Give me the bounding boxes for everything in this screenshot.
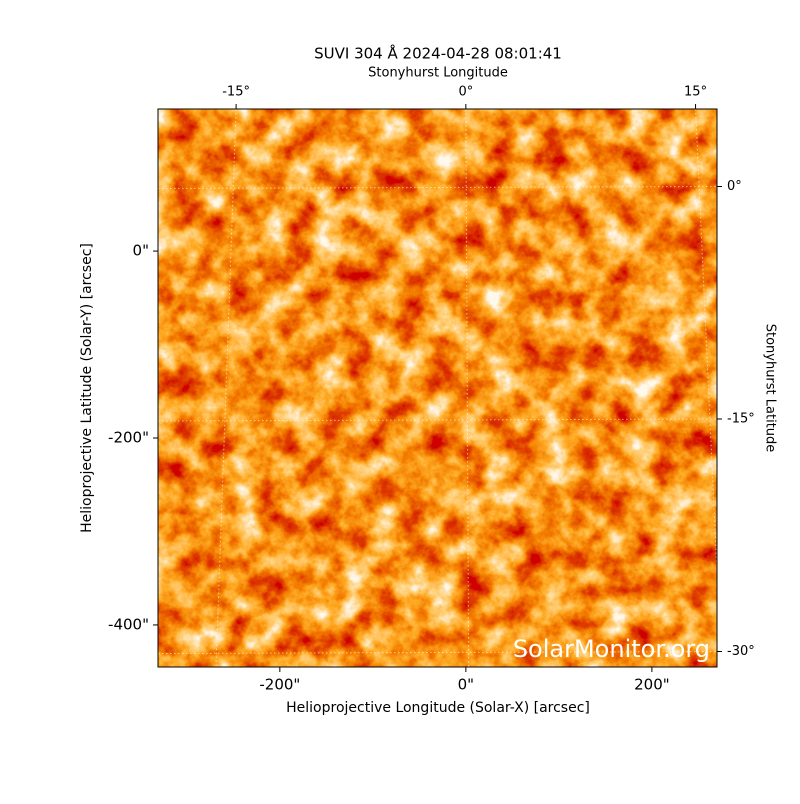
grid-line (157, 651, 718, 654)
y-tick-label: 0" (133, 242, 149, 260)
watermark: SolarMonitor.org (513, 635, 710, 663)
chart-title: SUVI 304 Å 2024-04-28 08:01:41 (314, 44, 562, 63)
y2-tick-label: -30° (727, 644, 755, 659)
grid-line (465, 108, 470, 668)
x2-axis-label: Stonyhurst Longitude (368, 66, 508, 81)
x-axis-label: Helioprojective Longitude (Solar-X) [arc… (286, 700, 590, 716)
y-tick-label: -400" (108, 615, 149, 633)
y2-tick-label: -15° (727, 412, 755, 427)
y-axis-label: Helioprojective Latitude (Solar-Y) [arcs… (79, 243, 95, 533)
x2-tick-label: 15° (684, 85, 707, 100)
x-tick-label: 200" (634, 676, 670, 694)
plot-frame (157, 108, 718, 668)
grid-line (215, 108, 237, 668)
x-tick-label: 0" (458, 676, 474, 694)
grid-line (157, 186, 718, 189)
x2-tick-label: -15° (222, 85, 250, 100)
x-tick-label: -200" (259, 676, 300, 694)
y-tick-label: -200" (108, 429, 149, 447)
y2-tick-label: 0° (727, 179, 742, 194)
grid-line (157, 418, 718, 422)
solar-image-texture (158, 109, 717, 667)
y2-axis-label: Stonyhurst Latitude (763, 324, 778, 453)
x2-tick-label: 0° (458, 85, 473, 100)
